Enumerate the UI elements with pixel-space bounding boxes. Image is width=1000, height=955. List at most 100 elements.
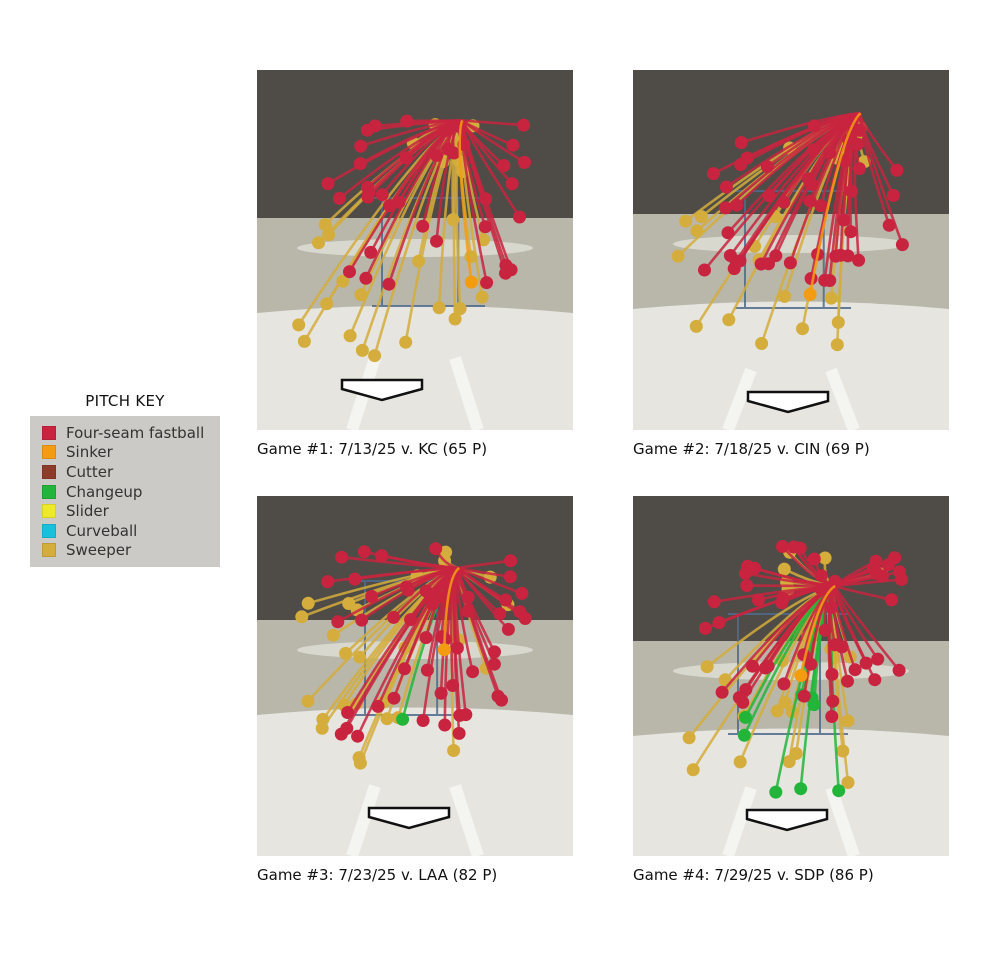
pitch-trail	[359, 119, 463, 165]
pitch-dot	[321, 177, 335, 191]
pitch-dot	[466, 665, 480, 679]
pitch-dot	[689, 319, 703, 333]
pitch-key-item: Sweeper	[42, 541, 216, 561]
pitch-dot	[832, 784, 846, 798]
home-plate	[745, 808, 829, 832]
pitch-trail	[348, 119, 463, 273]
pitch-dot	[836, 744, 850, 758]
pitch-dot	[888, 551, 902, 565]
pitch-dot	[796, 322, 809, 336]
pitch-dot	[837, 213, 851, 227]
pitch-dot	[335, 550, 349, 564]
pitch-dot	[875, 569, 889, 583]
game-4-panel: Game #4: 7/29/25 v. SDP (86 P)	[633, 496, 949, 884]
pitch-dot	[782, 755, 796, 769]
pitch-dot	[321, 575, 335, 589]
pitch-dot	[361, 180, 374, 194]
pitch-key-item: Cutter	[42, 462, 216, 482]
pitch-dot	[734, 136, 748, 149]
pitch-dot	[890, 163, 904, 177]
pitch-key-swatch	[42, 504, 56, 519]
pitch-dot	[341, 706, 355, 719]
pitch-dot	[758, 661, 772, 675]
pitch-dot	[365, 589, 379, 603]
pitch-key-item: Four-seam fastball	[42, 423, 216, 443]
pitch-trail	[833, 585, 868, 664]
pitch-dot	[794, 782, 808, 796]
game-2-chart	[633, 70, 949, 430]
home-plate	[367, 806, 451, 830]
pitch-dot	[448, 312, 462, 326]
pitch-dot	[353, 756, 367, 770]
pitch-trail	[461, 120, 507, 274]
pitch-trail	[808, 112, 862, 295]
pitch-dot	[777, 677, 791, 691]
pitch-dot	[380, 712, 394, 726]
pitch-dot	[343, 329, 357, 343]
pitch-dot	[488, 645, 501, 659]
pitch-dot	[295, 610, 309, 624]
pitch-dot	[515, 586, 529, 600]
pitch-dot	[895, 238, 909, 252]
pitch-dot	[464, 250, 478, 264]
pitch-dot	[698, 263, 711, 277]
pitch-dot	[694, 210, 708, 224]
game-1-caption: Game #1: 7/13/25 v. KC (65 P)	[257, 440, 488, 458]
pitch-dot	[885, 593, 898, 607]
game-2-panel: Game #2: 7/18/25 v. CIN (69 P)	[633, 70, 949, 458]
pitch-dot	[841, 249, 855, 263]
pitch-dot	[777, 562, 791, 576]
game-3-caption: Game #3: 7/23/25 v. LAA (82 P)	[257, 866, 498, 884]
infield-dirt	[257, 707, 573, 856]
pitch-dot	[359, 271, 373, 285]
pitch-dot	[501, 622, 515, 636]
pitch-dot	[740, 151, 754, 165]
pitch-dot	[355, 613, 369, 627]
pitch-dot	[375, 549, 389, 563]
pitch-dot	[461, 604, 475, 618]
game-3-panel: Game #3: 7/23/25 v. LAA (82 P)	[257, 496, 573, 884]
pitch-key-item: Changeup	[42, 482, 216, 502]
pitch-dot	[430, 234, 443, 248]
game-4-chart	[633, 496, 949, 856]
pitch-dot	[499, 266, 512, 280]
pitch-dot	[733, 755, 747, 769]
pitch-dot	[404, 613, 418, 627]
pitch-dot	[387, 691, 401, 705]
pitch-dot	[491, 689, 505, 703]
pitch-dot	[852, 162, 866, 176]
pitch-dot	[825, 710, 839, 723]
pitch-dot	[316, 712, 330, 726]
pitch-dot	[364, 245, 378, 259]
pitch-key-swatch	[42, 523, 56, 538]
pitch-dot	[334, 727, 348, 741]
pitch-dot	[499, 593, 513, 607]
pitch-dot	[452, 726, 466, 740]
pitch-key-swatch	[42, 445, 56, 460]
pitch-dot	[430, 149, 443, 162]
pitch-dot	[332, 191, 346, 205]
pitch-dot	[301, 596, 315, 610]
pitch-dot	[841, 714, 855, 728]
pitch-dot	[453, 708, 467, 722]
pitch-key-title: PITCH KEY	[85, 392, 165, 410]
pitch-key-label: Cutter	[66, 462, 114, 481]
pitchers-mound	[673, 235, 909, 253]
game-1-panel: Game #1: 7/13/25 v. KC (65 P)	[257, 70, 573, 458]
batters-box-lines	[722, 786, 860, 856]
pitch-dot	[387, 610, 401, 624]
pitch-dot	[447, 744, 461, 757]
pitch-key: PITCH KEY Four-seam fastball Sinker Cutter…	[30, 392, 220, 568]
pitch-dot	[760, 160, 774, 174]
pitch-dot	[424, 593, 438, 607]
pitch-dot	[518, 155, 531, 169]
pitch-dot	[803, 194, 817, 208]
pitch-dot	[755, 337, 769, 350]
pitch-dot	[841, 674, 854, 688]
pitch-trail	[704, 584, 836, 630]
pitch-dot	[368, 349, 382, 363]
pitch-dot	[348, 572, 362, 586]
pitch-dot	[671, 249, 685, 263]
pitch-dot	[729, 254, 743, 268]
pitch-key-label: Sinker	[66, 443, 113, 462]
